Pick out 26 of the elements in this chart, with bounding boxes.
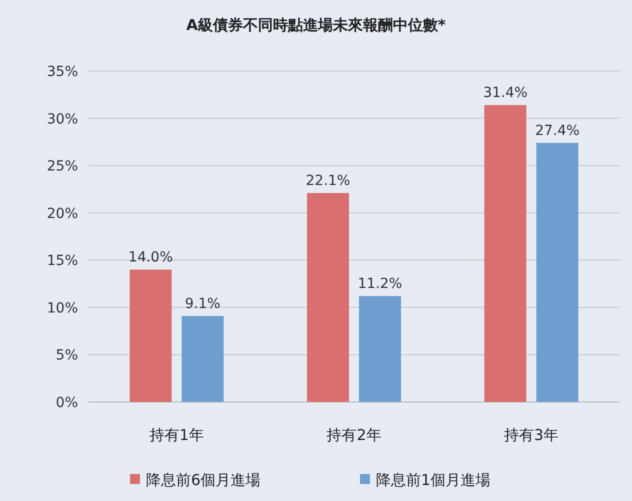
data-label: 22.1% bbox=[306, 172, 350, 189]
legend-label: 降息前1個月進場 bbox=[376, 471, 491, 489]
y-tick-label: 20% bbox=[46, 206, 78, 222]
y-tick-label: 15% bbox=[46, 253, 78, 270]
bar bbox=[536, 142, 578, 402]
data-label: 9.1% bbox=[184, 296, 220, 312]
bar bbox=[307, 192, 349, 402]
x-tick-label: 持有1年 bbox=[149, 426, 204, 444]
bar bbox=[130, 270, 172, 402]
legend-label: 降息前6個月進場 bbox=[146, 471, 261, 489]
bar bbox=[182, 316, 224, 402]
y-tick-label: 5% bbox=[56, 348, 78, 364]
y-tick-label: 35% bbox=[46, 64, 78, 80]
y-tick-label: 30% bbox=[46, 111, 78, 128]
bar bbox=[359, 296, 401, 402]
chart-title: A級債券不同時點進場未來報酬中位數* bbox=[186, 16, 446, 34]
data-label: 11.2% bbox=[358, 276, 402, 292]
data-label: 27.4% bbox=[535, 122, 580, 139]
data-label: 31.4% bbox=[483, 85, 528, 102]
x-tick-label: 持有2年 bbox=[326, 426, 382, 444]
y-tick-label: 0% bbox=[56, 395, 78, 411]
y-tick-label: 10% bbox=[46, 300, 78, 316]
x-tick-label: 持有3年 bbox=[504, 426, 559, 444]
data-label: 14.0% bbox=[128, 250, 173, 266]
y-tick-label: 25% bbox=[46, 158, 78, 175]
bar bbox=[484, 105, 526, 402]
